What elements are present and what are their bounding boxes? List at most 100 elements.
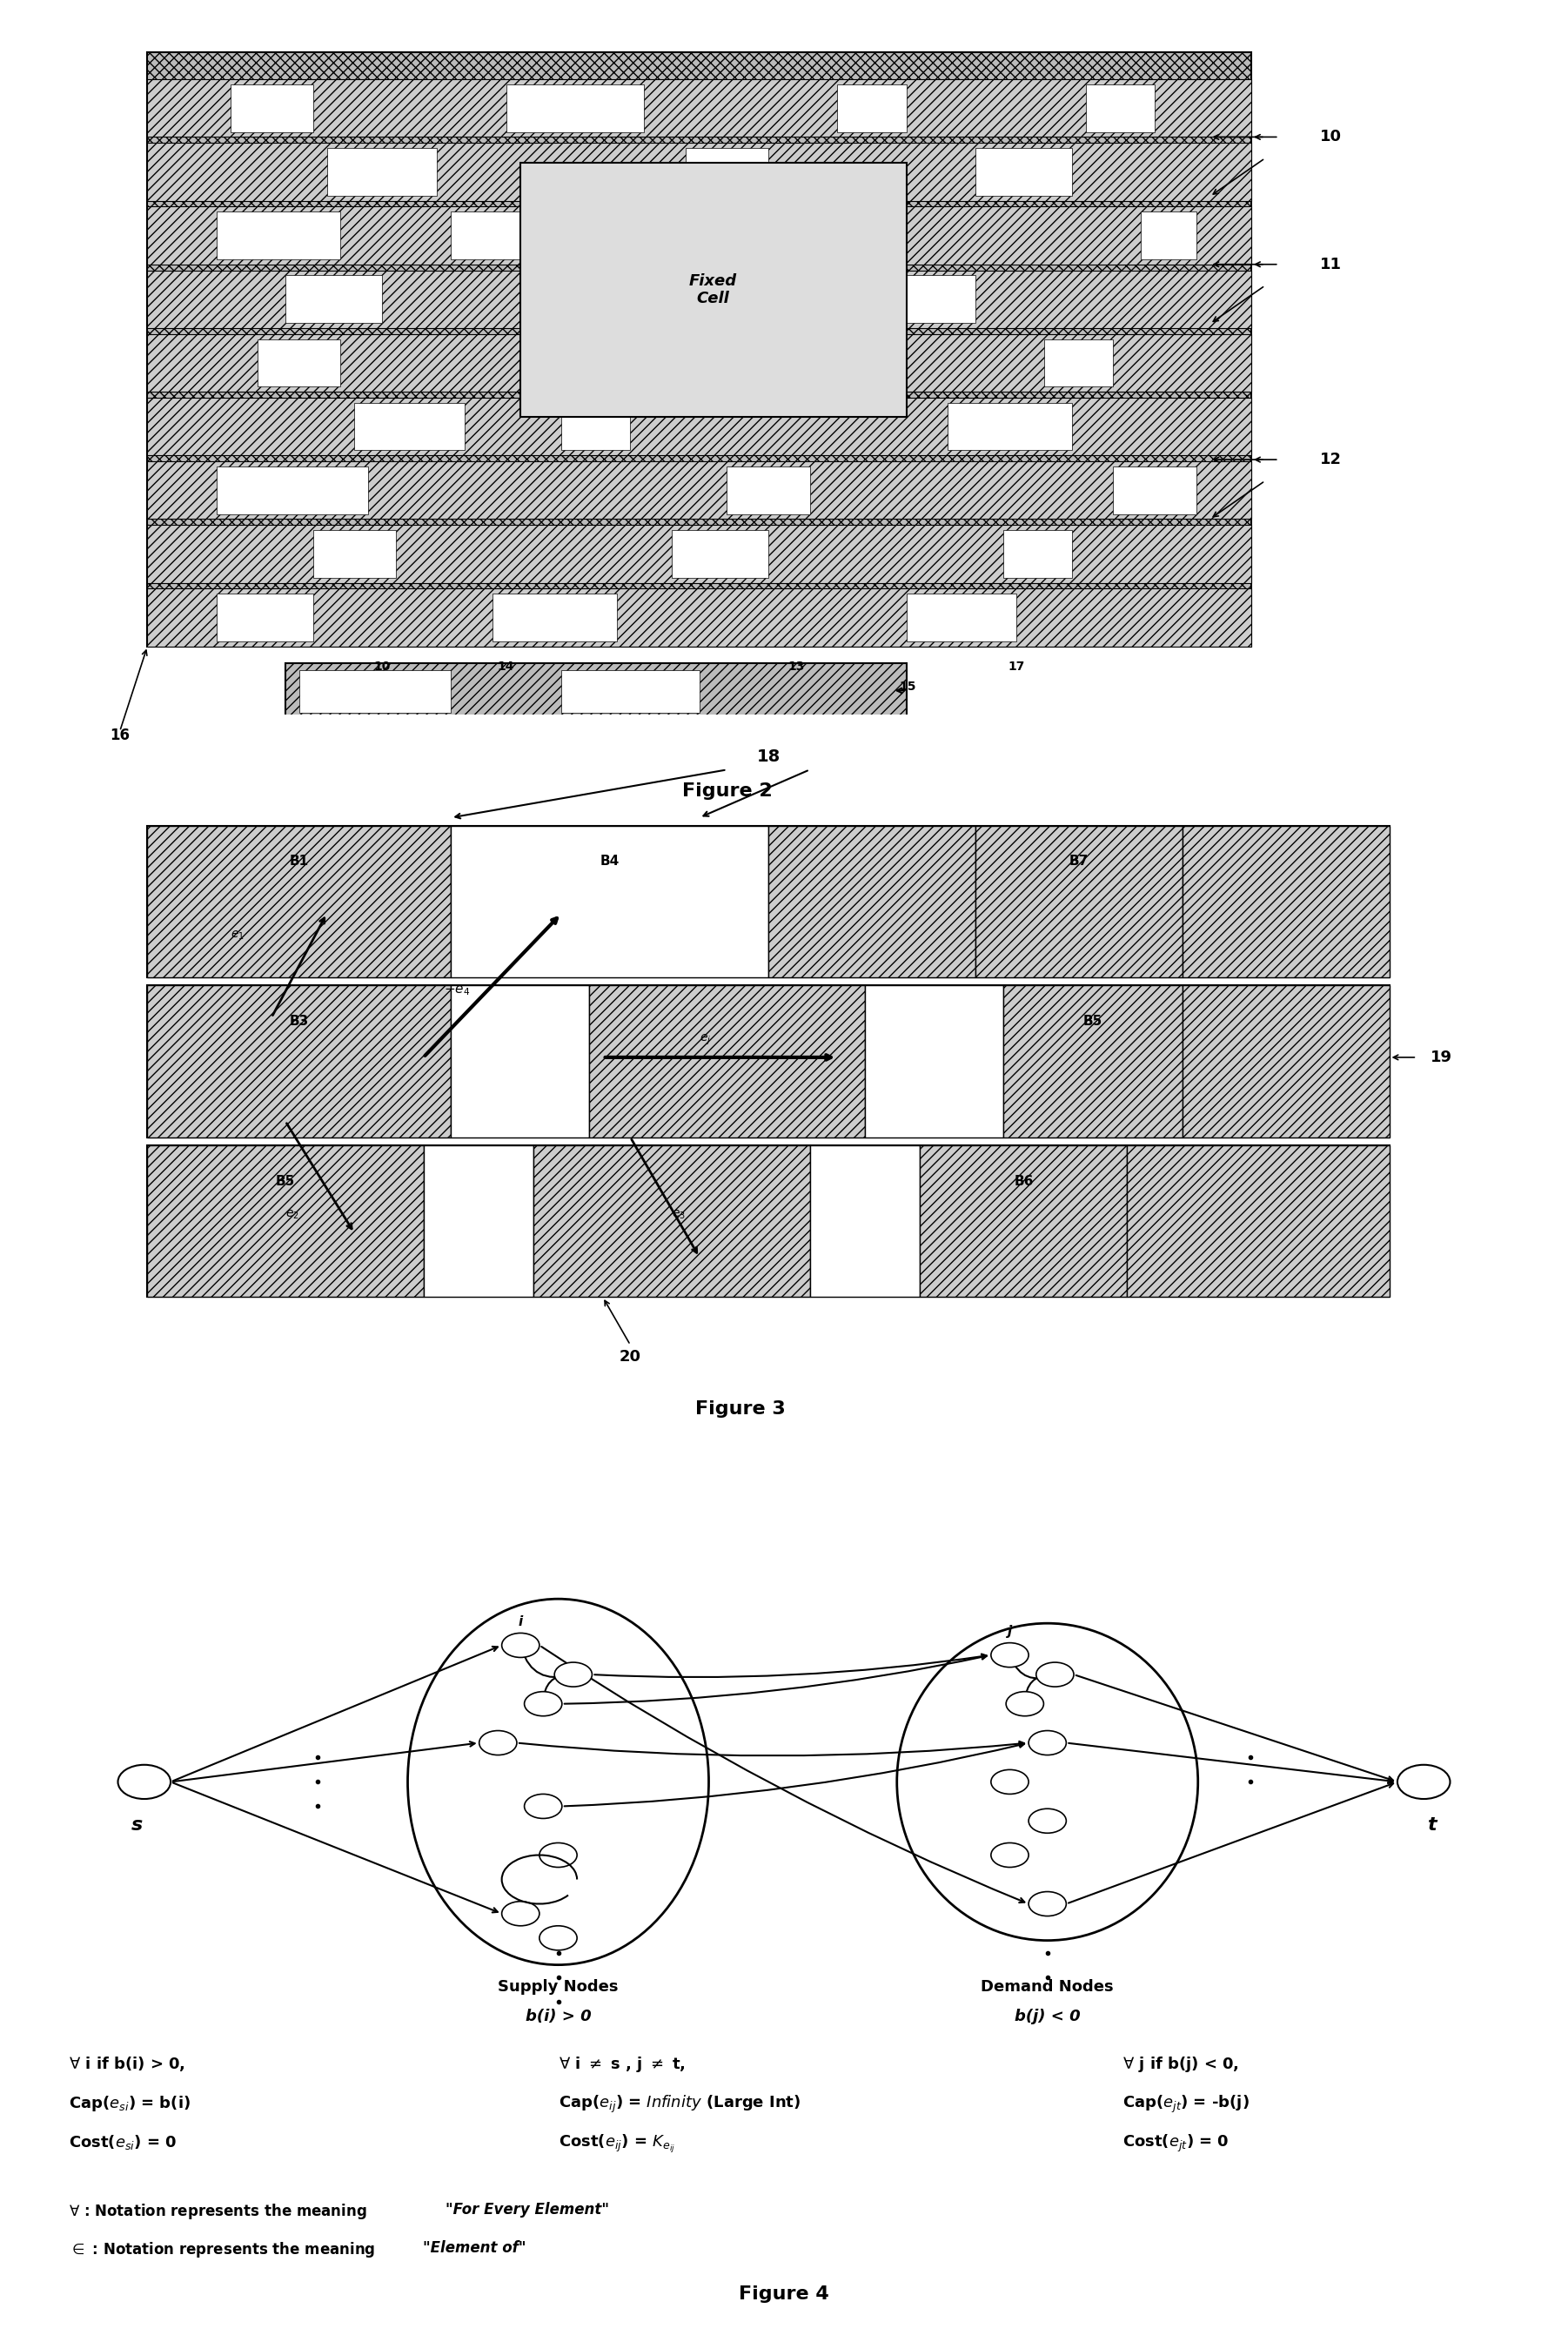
Text: 19: 19 bbox=[1430, 1049, 1452, 1066]
Bar bbox=[975, 148, 1073, 197]
Text: $e_1$: $e_1$ bbox=[230, 930, 245, 941]
Text: j: j bbox=[1008, 1625, 1011, 1637]
Bar bbox=[147, 986, 452, 1138]
Bar bbox=[975, 827, 1182, 977]
Text: b(j) < 0: b(j) < 0 bbox=[1014, 2007, 1080, 2023]
Circle shape bbox=[1007, 1691, 1044, 1717]
Text: "Element of": "Element of" bbox=[423, 2241, 525, 2255]
Text: 17: 17 bbox=[1008, 660, 1025, 672]
Text: b(i) > 0: b(i) > 0 bbox=[525, 2007, 591, 2023]
Circle shape bbox=[502, 1632, 539, 1658]
Circle shape bbox=[555, 1663, 593, 1686]
Text: 20: 20 bbox=[619, 1349, 641, 1365]
Bar bbox=[216, 466, 368, 513]
Text: B1: B1 bbox=[290, 855, 309, 869]
Bar bbox=[147, 827, 1389, 977]
Text: B3: B3 bbox=[290, 1014, 309, 1028]
Bar bbox=[147, 1145, 1389, 1297]
Bar bbox=[452, 211, 521, 260]
Bar bbox=[906, 595, 1016, 642]
Text: Figure 4: Figure 4 bbox=[739, 2286, 829, 2302]
Text: t: t bbox=[1427, 1817, 1436, 1834]
Circle shape bbox=[1029, 1892, 1066, 1916]
Bar bbox=[147, 335, 1251, 391]
Circle shape bbox=[502, 1902, 539, 1925]
Bar bbox=[728, 466, 809, 513]
Circle shape bbox=[524, 1691, 561, 1717]
Bar bbox=[809, 1145, 920, 1297]
Bar bbox=[1142, 211, 1196, 260]
Bar bbox=[314, 529, 395, 578]
Text: $\forall$ i $\neq$ s , j $\neq$ t,: $\forall$ i $\neq$ s , j $\neq$ t, bbox=[558, 2056, 685, 2075]
Bar bbox=[521, 162, 906, 417]
Bar bbox=[147, 461, 1251, 520]
Bar bbox=[147, 588, 1251, 646]
Text: Figure 3: Figure 3 bbox=[696, 1401, 786, 1417]
Text: $e_2$: $e_2$ bbox=[285, 1208, 299, 1220]
Bar bbox=[1182, 986, 1389, 1138]
Ellipse shape bbox=[897, 1623, 1198, 1942]
Text: Cost($e_{ij}$) = $K_{e_{ij}}$: Cost($e_{ij}$) = $K_{e_{ij}}$ bbox=[558, 2134, 674, 2155]
Bar bbox=[285, 663, 906, 719]
Text: 10: 10 bbox=[1320, 129, 1342, 145]
Bar bbox=[147, 827, 452, 977]
Text: i: i bbox=[519, 1616, 522, 1628]
Bar bbox=[506, 84, 644, 131]
Text: "For Every Element": "For Every Element" bbox=[445, 2201, 608, 2218]
Bar bbox=[920, 1145, 1127, 1297]
Bar bbox=[685, 148, 768, 197]
Bar bbox=[147, 525, 1251, 583]
Text: Figure 2: Figure 2 bbox=[682, 782, 771, 799]
Bar bbox=[147, 206, 1251, 265]
Text: Cap($e_{si}$) = b(i): Cap($e_{si}$) = b(i) bbox=[69, 2094, 191, 2112]
Bar bbox=[326, 148, 437, 197]
Circle shape bbox=[1397, 1766, 1450, 1799]
Circle shape bbox=[118, 1766, 171, 1799]
Bar bbox=[299, 670, 452, 712]
Circle shape bbox=[991, 1642, 1029, 1668]
Text: Cost($e_{jt}$) = 0: Cost($e_{jt}$) = 0 bbox=[1123, 2134, 1229, 2155]
Bar bbox=[1004, 529, 1073, 578]
Text: $\forall$ j if b(j) < 0,: $\forall$ j if b(j) < 0, bbox=[1123, 2056, 1239, 2075]
Text: B7: B7 bbox=[1069, 855, 1088, 869]
Text: Supply Nodes: Supply Nodes bbox=[499, 1979, 618, 1995]
Bar bbox=[630, 276, 713, 323]
FancyBboxPatch shape bbox=[147, 52, 1251, 646]
Bar bbox=[671, 529, 768, 578]
Bar bbox=[1127, 1145, 1389, 1297]
Bar bbox=[533, 1145, 809, 1297]
Bar bbox=[492, 595, 616, 642]
Circle shape bbox=[991, 1843, 1029, 1867]
Bar bbox=[561, 670, 699, 712]
Bar bbox=[354, 403, 464, 450]
Bar bbox=[285, 276, 383, 323]
Text: $-e_4$: $-e_4$ bbox=[444, 984, 470, 998]
Bar bbox=[1044, 340, 1113, 386]
Text: B4: B4 bbox=[601, 855, 619, 869]
Text: Demand Nodes: Demand Nodes bbox=[982, 1979, 1113, 1995]
Circle shape bbox=[524, 1794, 561, 1817]
Bar bbox=[423, 1145, 533, 1297]
Bar bbox=[147, 986, 1389, 1138]
Circle shape bbox=[1036, 1663, 1074, 1686]
Circle shape bbox=[1029, 1731, 1066, 1754]
Text: B5: B5 bbox=[1083, 1014, 1102, 1028]
Text: 18: 18 bbox=[756, 749, 781, 766]
Bar bbox=[1113, 466, 1196, 513]
Circle shape bbox=[539, 1843, 577, 1867]
Bar bbox=[147, 80, 1251, 138]
Text: Cap($e_{ij}$) = $\it{Infinity}$ (Large Int): Cap($e_{ij}$) = $\it{Infinity}$ (Large I… bbox=[558, 2094, 800, 2115]
Text: B6: B6 bbox=[1014, 1176, 1033, 1187]
Circle shape bbox=[1029, 1808, 1066, 1834]
Text: $e_3$: $e_3$ bbox=[671, 1208, 685, 1220]
Bar bbox=[216, 595, 314, 642]
Text: $\forall$ i if b(i) > 0,: $\forall$ i if b(i) > 0, bbox=[69, 2056, 185, 2073]
Text: Cost($e_{si}$) = 0: Cost($e_{si}$) = 0 bbox=[69, 2134, 177, 2152]
Bar bbox=[452, 827, 768, 977]
Text: $e_j$: $e_j$ bbox=[699, 1033, 710, 1047]
Bar bbox=[257, 340, 340, 386]
Bar bbox=[561, 403, 630, 450]
Bar bbox=[1182, 827, 1389, 977]
Bar bbox=[147, 143, 1251, 201]
Bar bbox=[947, 403, 1073, 450]
